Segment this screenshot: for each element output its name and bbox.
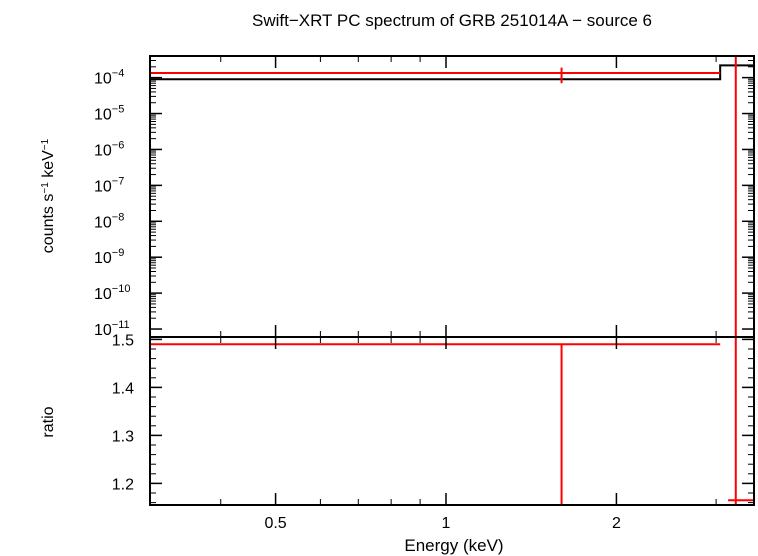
tick-base: 10	[94, 286, 112, 303]
bottom-y-tick-label: 1.2	[112, 476, 134, 493]
bottom-y-tick-label: 1.5	[112, 332, 134, 349]
tick-base: 10	[94, 71, 112, 88]
tick-base: 10	[94, 250, 112, 267]
y-label-kev: keV	[40, 150, 57, 182]
top-y-tick-label: 10−10	[94, 283, 130, 303]
x-tick-label: 2	[612, 515, 621, 532]
y-label-counts: counts s	[40, 194, 57, 254]
top-y-tick-label: 10−11	[94, 319, 130, 339]
tick-exponent: −5	[112, 104, 125, 116]
tick-exponent: −10	[112, 283, 131, 295]
top-y-tick-label: 10−6	[94, 139, 124, 159]
x-axis-label: Energy (keV)	[404, 536, 503, 555]
tick-exponent: −11	[112, 319, 130, 331]
tick-base: 10	[94, 107, 112, 124]
top-y-tick-label: 10−4	[94, 68, 124, 88]
bottom-panel-frame	[149, 336, 755, 506]
top-y-tick-label: 10−8	[94, 211, 124, 231]
tick-exponent: −6	[112, 139, 125, 151]
top-y-tick-label: 10−5	[94, 104, 124, 124]
tick-base: 10	[94, 322, 112, 339]
bottom-y-tick-label: 1.3	[112, 428, 134, 445]
tick-base: 10	[94, 142, 112, 159]
y-label-exp-2: −1	[40, 138, 51, 150]
tick-base: 10	[94, 178, 112, 195]
top-y-axis-label: counts s−1 keV−1	[40, 138, 58, 253]
tick-base: 10	[94, 214, 112, 231]
x-tick-label: 0.5	[264, 515, 286, 532]
tick-exponent: −8	[112, 211, 125, 223]
y-label-exp-1: −1	[40, 182, 51, 194]
bottom-y-tick-label: 1.4	[112, 380, 134, 397]
tick-exponent: −9	[112, 247, 125, 259]
top-y-tick-label: 10−9	[94, 247, 124, 267]
tick-exponent: −7	[112, 175, 125, 187]
bottom-panel: 1.2 1.3 1.4 1.5 0.5 1 2 ratio Energy (keV)	[40, 332, 755, 555]
bottom-y-axis-label: ratio	[40, 406, 57, 437]
chart-title: Swift−XRT PC spectrum of GRB 251014A − s…	[252, 11, 652, 30]
top-panel-frame	[149, 55, 755, 338]
tick-exponent: −4	[112, 68, 125, 80]
x-tick-label: 1	[442, 515, 451, 532]
top-y-tick-label: 10−7	[94, 175, 124, 195]
